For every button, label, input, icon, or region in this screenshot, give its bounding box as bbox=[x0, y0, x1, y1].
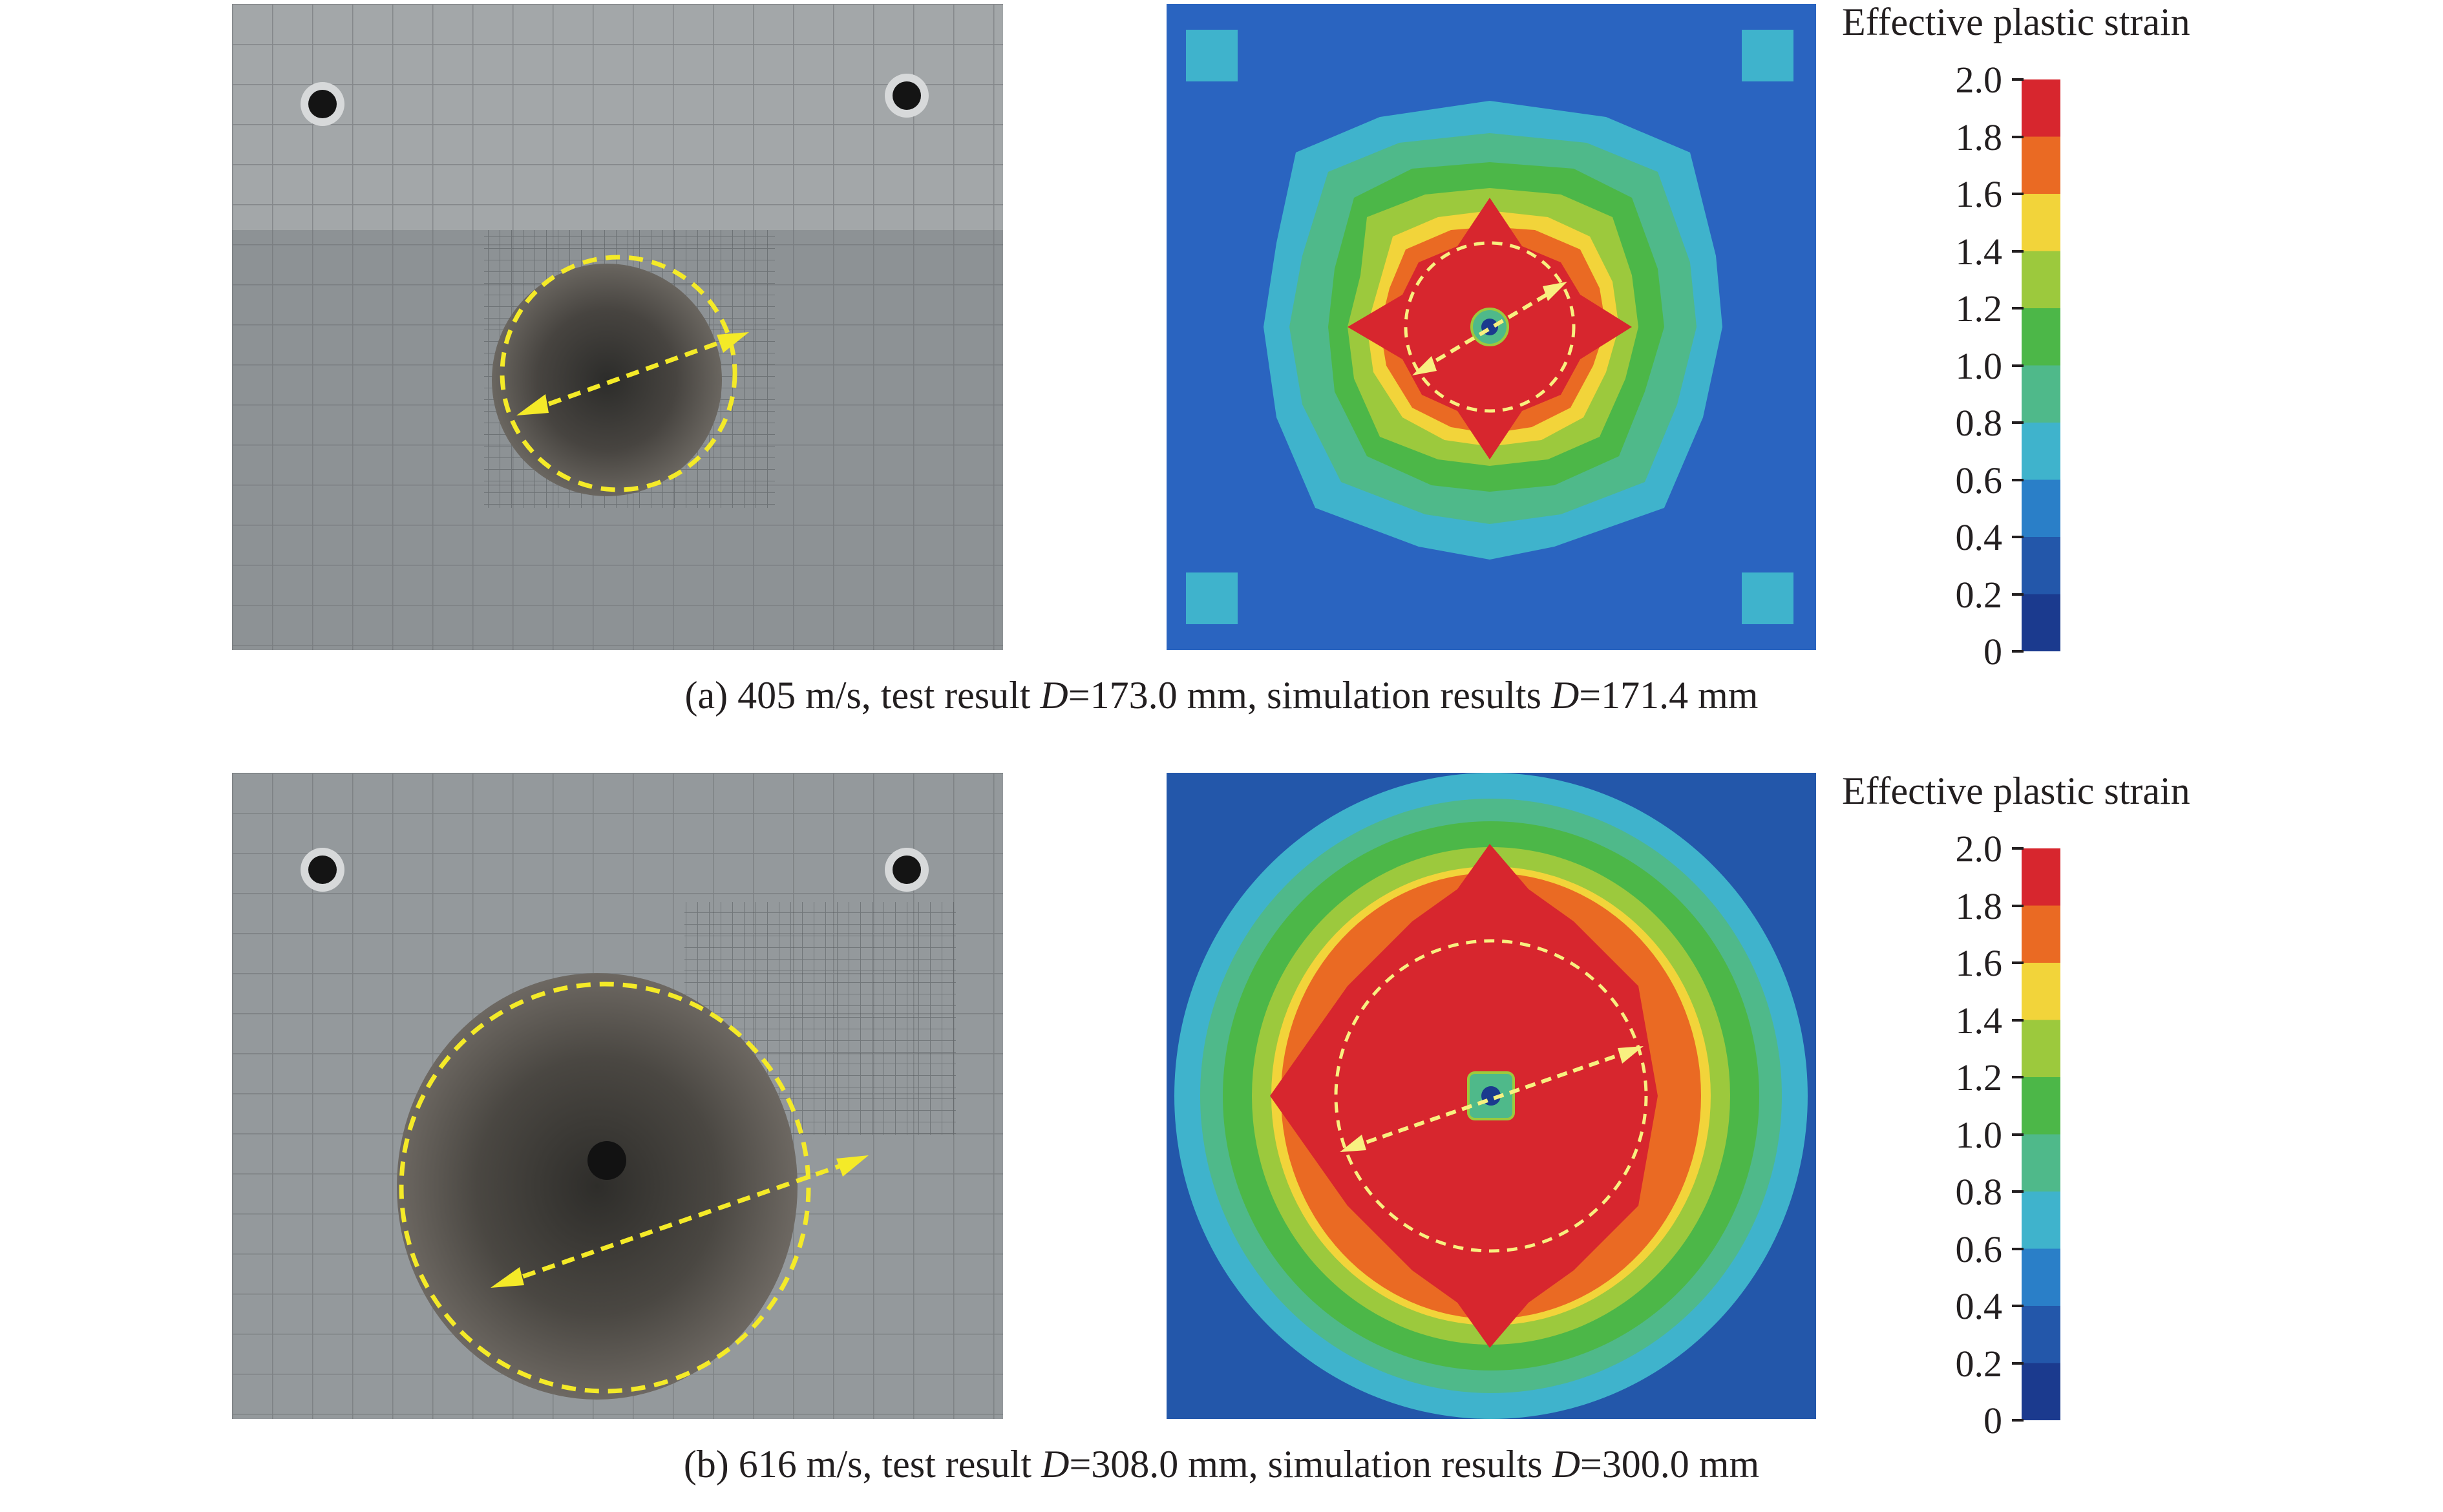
legend-tick-mark bbox=[2012, 307, 2024, 310]
legend-tick-mark bbox=[2012, 78, 2024, 81]
legend-tick-mark bbox=[2012, 847, 2024, 850]
legend-color-segment bbox=[2022, 537, 2060, 594]
legend-tick-mark bbox=[2012, 1076, 2024, 1078]
legend-color-segment bbox=[2022, 1134, 2060, 1192]
legend-tick-label: 0.4 bbox=[1955, 1285, 2003, 1327]
legend-tick-label: 0.6 bbox=[1955, 459, 2003, 501]
legend-tick-label: 0.8 bbox=[1955, 402, 2003, 444]
legend-tick-label: 0.2 bbox=[1955, 1342, 2003, 1385]
legend-tick-label: 1.0 bbox=[1955, 1113, 2003, 1156]
legend-tick-mark bbox=[2012, 478, 2024, 481]
test-photo-a bbox=[232, 4, 1003, 650]
legend-color-segment bbox=[2022, 1363, 2060, 1420]
legend-tick-label: 1.8 bbox=[1955, 116, 2003, 158]
legend-tick-label: 1.4 bbox=[1955, 999, 2003, 1042]
legend-tick-label: 1.8 bbox=[1955, 885, 2003, 927]
legend-tick-label: 0.2 bbox=[1955, 573, 2003, 616]
legend-tick-label: 0 bbox=[1983, 631, 2002, 673]
color-scale-bar bbox=[2022, 848, 2060, 1420]
legend-color-segment bbox=[2022, 251, 2060, 309]
legend-color-segment bbox=[2022, 1306, 2060, 1363]
diameter-arrow bbox=[502, 1158, 857, 1286]
legend-tick-mark bbox=[2012, 1190, 2024, 1193]
legend-title: Effective plastic strain bbox=[1842, 770, 2190, 812]
simulation-contour-a bbox=[1167, 4, 1816, 650]
legend-tick-mark bbox=[2012, 249, 2024, 253]
legend-color-segment bbox=[2022, 79, 2060, 137]
legend-color-segment bbox=[2022, 1248, 2060, 1307]
legend-tick-mark bbox=[2012, 593, 2024, 596]
crater-outline bbox=[399, 982, 811, 1394]
legend-tick-mark bbox=[2012, 536, 2024, 538]
figure-panel-b: Effective plastic strain 2.0 1.8 1.6 1.4 1.2… bbox=[0, 769, 2443, 1512]
legend-tick-mark bbox=[2012, 1018, 2024, 1022]
legend-tick-mark bbox=[2012, 650, 2024, 653]
legend-tick-mark bbox=[2012, 1419, 2024, 1422]
diameter-arrow bbox=[1421, 286, 1559, 371]
legend-tick-label: 1.0 bbox=[1955, 344, 2003, 387]
legend-color-segment bbox=[2022, 365, 2060, 423]
legend-tick-label: 1.2 bbox=[1955, 1056, 2003, 1098]
test-photo-b bbox=[232, 773, 1003, 1419]
legend-color-segment bbox=[2022, 1192, 2060, 1249]
color-scale-bar bbox=[2022, 79, 2060, 651]
legend-title: Effective plastic strain bbox=[1842, 1, 2190, 43]
legend-tick-label: 1.6 bbox=[1955, 173, 2003, 215]
legend-color-segment bbox=[2022, 963, 2060, 1020]
figure-caption: (b) 616 m/s, test result D=308.0 mm, sim… bbox=[683, 1443, 1760, 1486]
crater-outline bbox=[1404, 241, 1576, 413]
figure-caption: (a) 405 m/s, test result D=173.0 mm, sim… bbox=[684, 674, 1759, 717]
legend-tick-mark bbox=[2012, 135, 2024, 138]
legend-color-segment bbox=[2022, 136, 2060, 194]
legend-color-segment bbox=[2022, 479, 2060, 538]
legend-color-segment bbox=[2022, 308, 2060, 366]
legend-color-segment bbox=[2022, 423, 2060, 480]
legend-tick-label: 2.0 bbox=[1955, 828, 2003, 870]
legend-color-segment bbox=[2022, 905, 2060, 963]
legend-tick-label: 1.4 bbox=[1955, 230, 2003, 273]
simulation-contour-b bbox=[1167, 773, 1816, 1419]
legend-tick-label: 0.4 bbox=[1955, 516, 2003, 558]
diameter-arrow bbox=[528, 334, 737, 414]
legend-tick-label: 1.2 bbox=[1955, 288, 2003, 330]
legend-tick-label: 0.8 bbox=[1955, 1171, 2003, 1213]
legend-tick-mark bbox=[2012, 364, 2024, 367]
legend-tick-mark bbox=[2012, 1361, 2024, 1365]
legend-tick-mark bbox=[2012, 1133, 2024, 1136]
legend-tick-label: 2.0 bbox=[1955, 59, 2003, 101]
legend-tick-label: 0.6 bbox=[1955, 1228, 2003, 1270]
legend-tick-label: 1.6 bbox=[1955, 942, 2003, 984]
legend-tick-mark bbox=[2012, 1247, 2024, 1250]
legend-color-segment bbox=[2022, 848, 2060, 906]
legend-tick-mark bbox=[2012, 421, 2024, 424]
crater-outline bbox=[1334, 939, 1648, 1253]
legend-tick-mark bbox=[2012, 961, 2024, 964]
legend-color-segment bbox=[2022, 194, 2060, 251]
crater-outline bbox=[500, 255, 737, 492]
legend-color-segment bbox=[2022, 1077, 2060, 1135]
legend-color-segment bbox=[2022, 594, 2060, 651]
legend-tick-mark bbox=[2012, 904, 2024, 907]
legend-color-segment bbox=[2022, 1020, 2060, 1078]
legend-tick-mark bbox=[2012, 1305, 2024, 1307]
legend-tick-mark bbox=[2012, 193, 2024, 195]
figure-panel-a: Effective plastic strain 2.0 1.8 1.6 1.4 1.2… bbox=[0, 0, 2443, 743]
legend-tick-label: 0 bbox=[1983, 1400, 2002, 1442]
